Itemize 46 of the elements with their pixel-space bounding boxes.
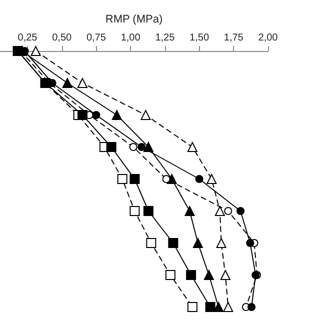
- point: [77, 78, 88, 88]
- point: [129, 143, 138, 151]
- point: [216, 238, 226, 248]
- point: [187, 302, 198, 312]
- x-tick-label: 2,00: [258, 32, 278, 44]
- point: [214, 302, 224, 312]
- point: [143, 206, 154, 216]
- point: [205, 302, 216, 312]
- point: [204, 270, 214, 280]
- point: [77, 110, 88, 120]
- point: [112, 110, 122, 120]
- point: [236, 207, 245, 215]
- point: [220, 270, 230, 280]
- point: [130, 174, 140, 184]
- point: [106, 142, 116, 152]
- point: [246, 239, 254, 247]
- point: [223, 302, 234, 312]
- point: [92, 111, 100, 119]
- point: [140, 110, 151, 120]
- point: [130, 206, 140, 216]
- point: [248, 303, 256, 311]
- point: [184, 206, 195, 216]
- point: [146, 238, 156, 248]
- point: [186, 270, 196, 280]
- x-tick-label: 1,25: [155, 32, 176, 44]
- point: [192, 238, 203, 248]
- x-tick-label: 1,50: [190, 32, 210, 44]
- x-tick-label: 0,75: [86, 32, 106, 44]
- point: [168, 238, 178, 248]
- point: [187, 142, 198, 152]
- point: [214, 206, 225, 216]
- point: [138, 143, 146, 151]
- point: [117, 174, 128, 184]
- point: [62, 78, 72, 88]
- x-axis-title: RMP (MPa): [105, 14, 163, 26]
- x-tick-label: 0,25: [18, 32, 38, 44]
- x-tick-label: 0,50: [52, 32, 72, 44]
- point: [224, 207, 232, 215]
- point: [143, 142, 154, 152]
- point: [30, 46, 41, 56]
- point: [162, 175, 170, 183]
- point: [206, 174, 217, 184]
- point: [195, 175, 204, 183]
- x-tick-label: 1,75: [224, 32, 244, 44]
- point: [165, 270, 176, 280]
- x-tick-label: 1,00: [120, 32, 141, 44]
